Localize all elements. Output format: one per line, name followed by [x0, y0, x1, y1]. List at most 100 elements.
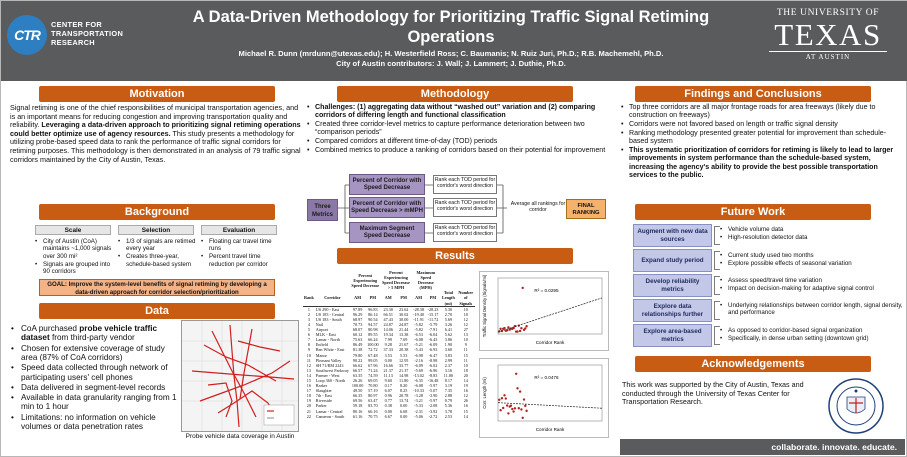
- list-item: Top three corridors are all major fronta…: [620, 103, 900, 120]
- table-cell: -6.98: [414, 352, 423, 358]
- three-metrics-box: Three Metrics: [307, 199, 338, 221]
- plot-area: [497, 277, 603, 335]
- table-cell: 24.87: [383, 321, 393, 327]
- column-header: Number of Signals: [458, 290, 474, 306]
- table-cell: 30.02: [398, 311, 409, 317]
- table-cell: -28.38: [411, 305, 426, 312]
- table-cell: -6.96: [428, 367, 438, 373]
- poster-title: A Data-Driven Methodology for Prioritizi…: [192, 8, 710, 46]
- table-cell: 20: [463, 372, 468, 378]
- flowchart-connectors: [337, 184, 575, 234]
- fw-expand-box: Expand study period: [633, 249, 712, 272]
- table-cell: 71.24: [368, 367, 378, 373]
- table-cell: -8.98: [428, 357, 438, 363]
- data-point: [507, 412, 510, 415]
- metric-box-2: Percent of Corridor with Speed Decrease …: [349, 197, 425, 218]
- x-axis-label: Corridor Rank: [536, 340, 565, 345]
- motivation-text-bold: Leveraging a data-driven approach to pri…: [10, 120, 301, 138]
- table-row: 10 Manor 79.80 67.48 3.53 5.53 -6.98 -6.47 3.83 1…: [303, 353, 475, 358]
- fw-bracket: [714, 226, 720, 245]
- table-cell: 11.80: [399, 377, 409, 383]
- data-point: [513, 407, 517, 410]
- bg-selection-list: 1/3 of signals are retimed every year Cr…: [117, 238, 199, 269]
- table-row: 8 Enfield 86.49 100.00 9.28 21.67 -5.21 -6.09 1.…: [303, 342, 475, 347]
- table-cell: 18: [463, 367, 468, 373]
- table-cell: Parker: [315, 403, 327, 409]
- bg-scale-list: City of Austin (CoA) maintains ~1,000 si…: [34, 238, 116, 276]
- table-cell: 2.70: [444, 311, 453, 317]
- table-cell: 72.72: [368, 347, 378, 353]
- table-cell: 23.30: [380, 305, 396, 312]
- table-cell: 0.00: [400, 403, 408, 409]
- table-cell: 0.00: [384, 357, 392, 363]
- table-cell: 21.37: [383, 367, 393, 373]
- group-header-3: Maximum Speed Decrease (MPH): [416, 270, 436, 291]
- table-cell: Slaughter: [315, 388, 332, 394]
- rank-note-2: Rank each TOD period for corridor's wors…: [433, 198, 497, 217]
- corridor-length-plot: R² = 0.0476 Corridor Rank Corr. Length (mi…: [479, 358, 609, 438]
- table-cell: -2.08: [428, 403, 438, 409]
- table-cell: 10: [306, 352, 311, 358]
- data-point: [505, 404, 509, 407]
- table-row: 13 Southwest Parkway 66.57 71.24 21.37 21.37-…: [303, 368, 475, 373]
- table-cell: 66.16: [368, 408, 378, 414]
- table-cell: 90.54: [368, 316, 378, 322]
- table-cell: 69.56: [352, 398, 363, 404]
- table-cell: 23.62: [395, 305, 412, 312]
- table-cell: 11.13: [383, 372, 393, 378]
- table-cell: 11: [306, 357, 311, 363]
- table-cell: Nail: [315, 321, 323, 327]
- table-cell: -5.79: [428, 321, 438, 327]
- table-cell: -10.33: [413, 388, 424, 394]
- authors-line-2: City of Austin contributors: J. Wall; J.…: [336, 59, 566, 68]
- bg-col-selection: Selection: [118, 225, 194, 235]
- motivation-text-1: Signal retiming is one of the chief resp…: [10, 103, 299, 130]
- data-point: [516, 387, 519, 390]
- table-cell: 67.48: [368, 352, 378, 358]
- poster-authors: Michael R. Dunn (mrdunn@utexas.edu); H. …: [171, 49, 731, 69]
- acknowledgements-text: This work was supported by the City of A…: [622, 380, 804, 407]
- data-point: [504, 397, 507, 400]
- data-point: [521, 416, 524, 420]
- data-point: [505, 329, 509, 332]
- table-cell: 21.37: [398, 367, 409, 373]
- table-cell: 83.70: [368, 403, 378, 409]
- data-point: [509, 404, 513, 407]
- table-cell: 11: [463, 347, 468, 353]
- trend-line: [497, 402, 603, 409]
- table-cell: Ben White - East: [315, 347, 345, 353]
- city-of-austin-seal-icon: [828, 378, 884, 434]
- table-cell: 86.49: [352, 342, 363, 348]
- table-cell: 16: [463, 388, 468, 394]
- list-item: Created three corridor-level metrics to …: [306, 120, 611, 137]
- table-cell: 5.53: [400, 352, 408, 358]
- table-cell: 13.74: [398, 398, 409, 404]
- table-row: 12 SH 71/RM 2243 66.62 67.96 16.66 33.77 -6.09…: [303, 363, 475, 368]
- data-point: [507, 326, 510, 329]
- table-cell: 0.79: [444, 398, 453, 404]
- table-cell: 1: [303, 305, 315, 312]
- table-cell: Loop 360 - North: [315, 377, 346, 383]
- table-cell: 0.00: [400, 413, 408, 419]
- table-cell: -6.53: [414, 332, 423, 338]
- table-cell: MLK - East: [315, 332, 336, 338]
- table-cell: Riverside: [315, 398, 332, 404]
- poster-header: CTR CENTER FOR TRANSPORTATION RESEARCH A…: [1, 1, 907, 81]
- ut-austin-logo: THE UNIVERSITY OF TEXAS AT AUSTIN: [753, 7, 903, 73]
- list-item: Floating car travel time runs: [200, 238, 282, 253]
- table-cell: 9: [307, 347, 310, 353]
- table-cell: 63.35: [352, 372, 363, 378]
- table-cell: 97.89: [349, 305, 366, 312]
- rank-note-1: Rank each TOD period for corridor's wors…: [433, 175, 497, 194]
- table-cell: Lamar - North: [315, 337, 340, 343]
- table-cell: -6.09: [414, 362, 423, 368]
- list-item: 1/3 of signals are retimed every year: [117, 238, 199, 253]
- table-row: 1 US 290 - East 97.89 96.83 23.30 23.62 -28.38…: [303, 305, 475, 312]
- list-item: Available in data granularity ranging fr…: [10, 393, 178, 412]
- table-cell: 9.28: [384, 342, 392, 348]
- map-graphic: [182, 321, 298, 431]
- corridor-length-svg: R² = 0.0476 Corridor Rank Corr. Length (mi…: [482, 364, 603, 432]
- table-cell: 99.05: [368, 357, 378, 363]
- x-axis-label: Corridor Rank: [536, 427, 565, 432]
- methodology-bullets: Challenges: (1) aggregating data without…: [306, 103, 611, 155]
